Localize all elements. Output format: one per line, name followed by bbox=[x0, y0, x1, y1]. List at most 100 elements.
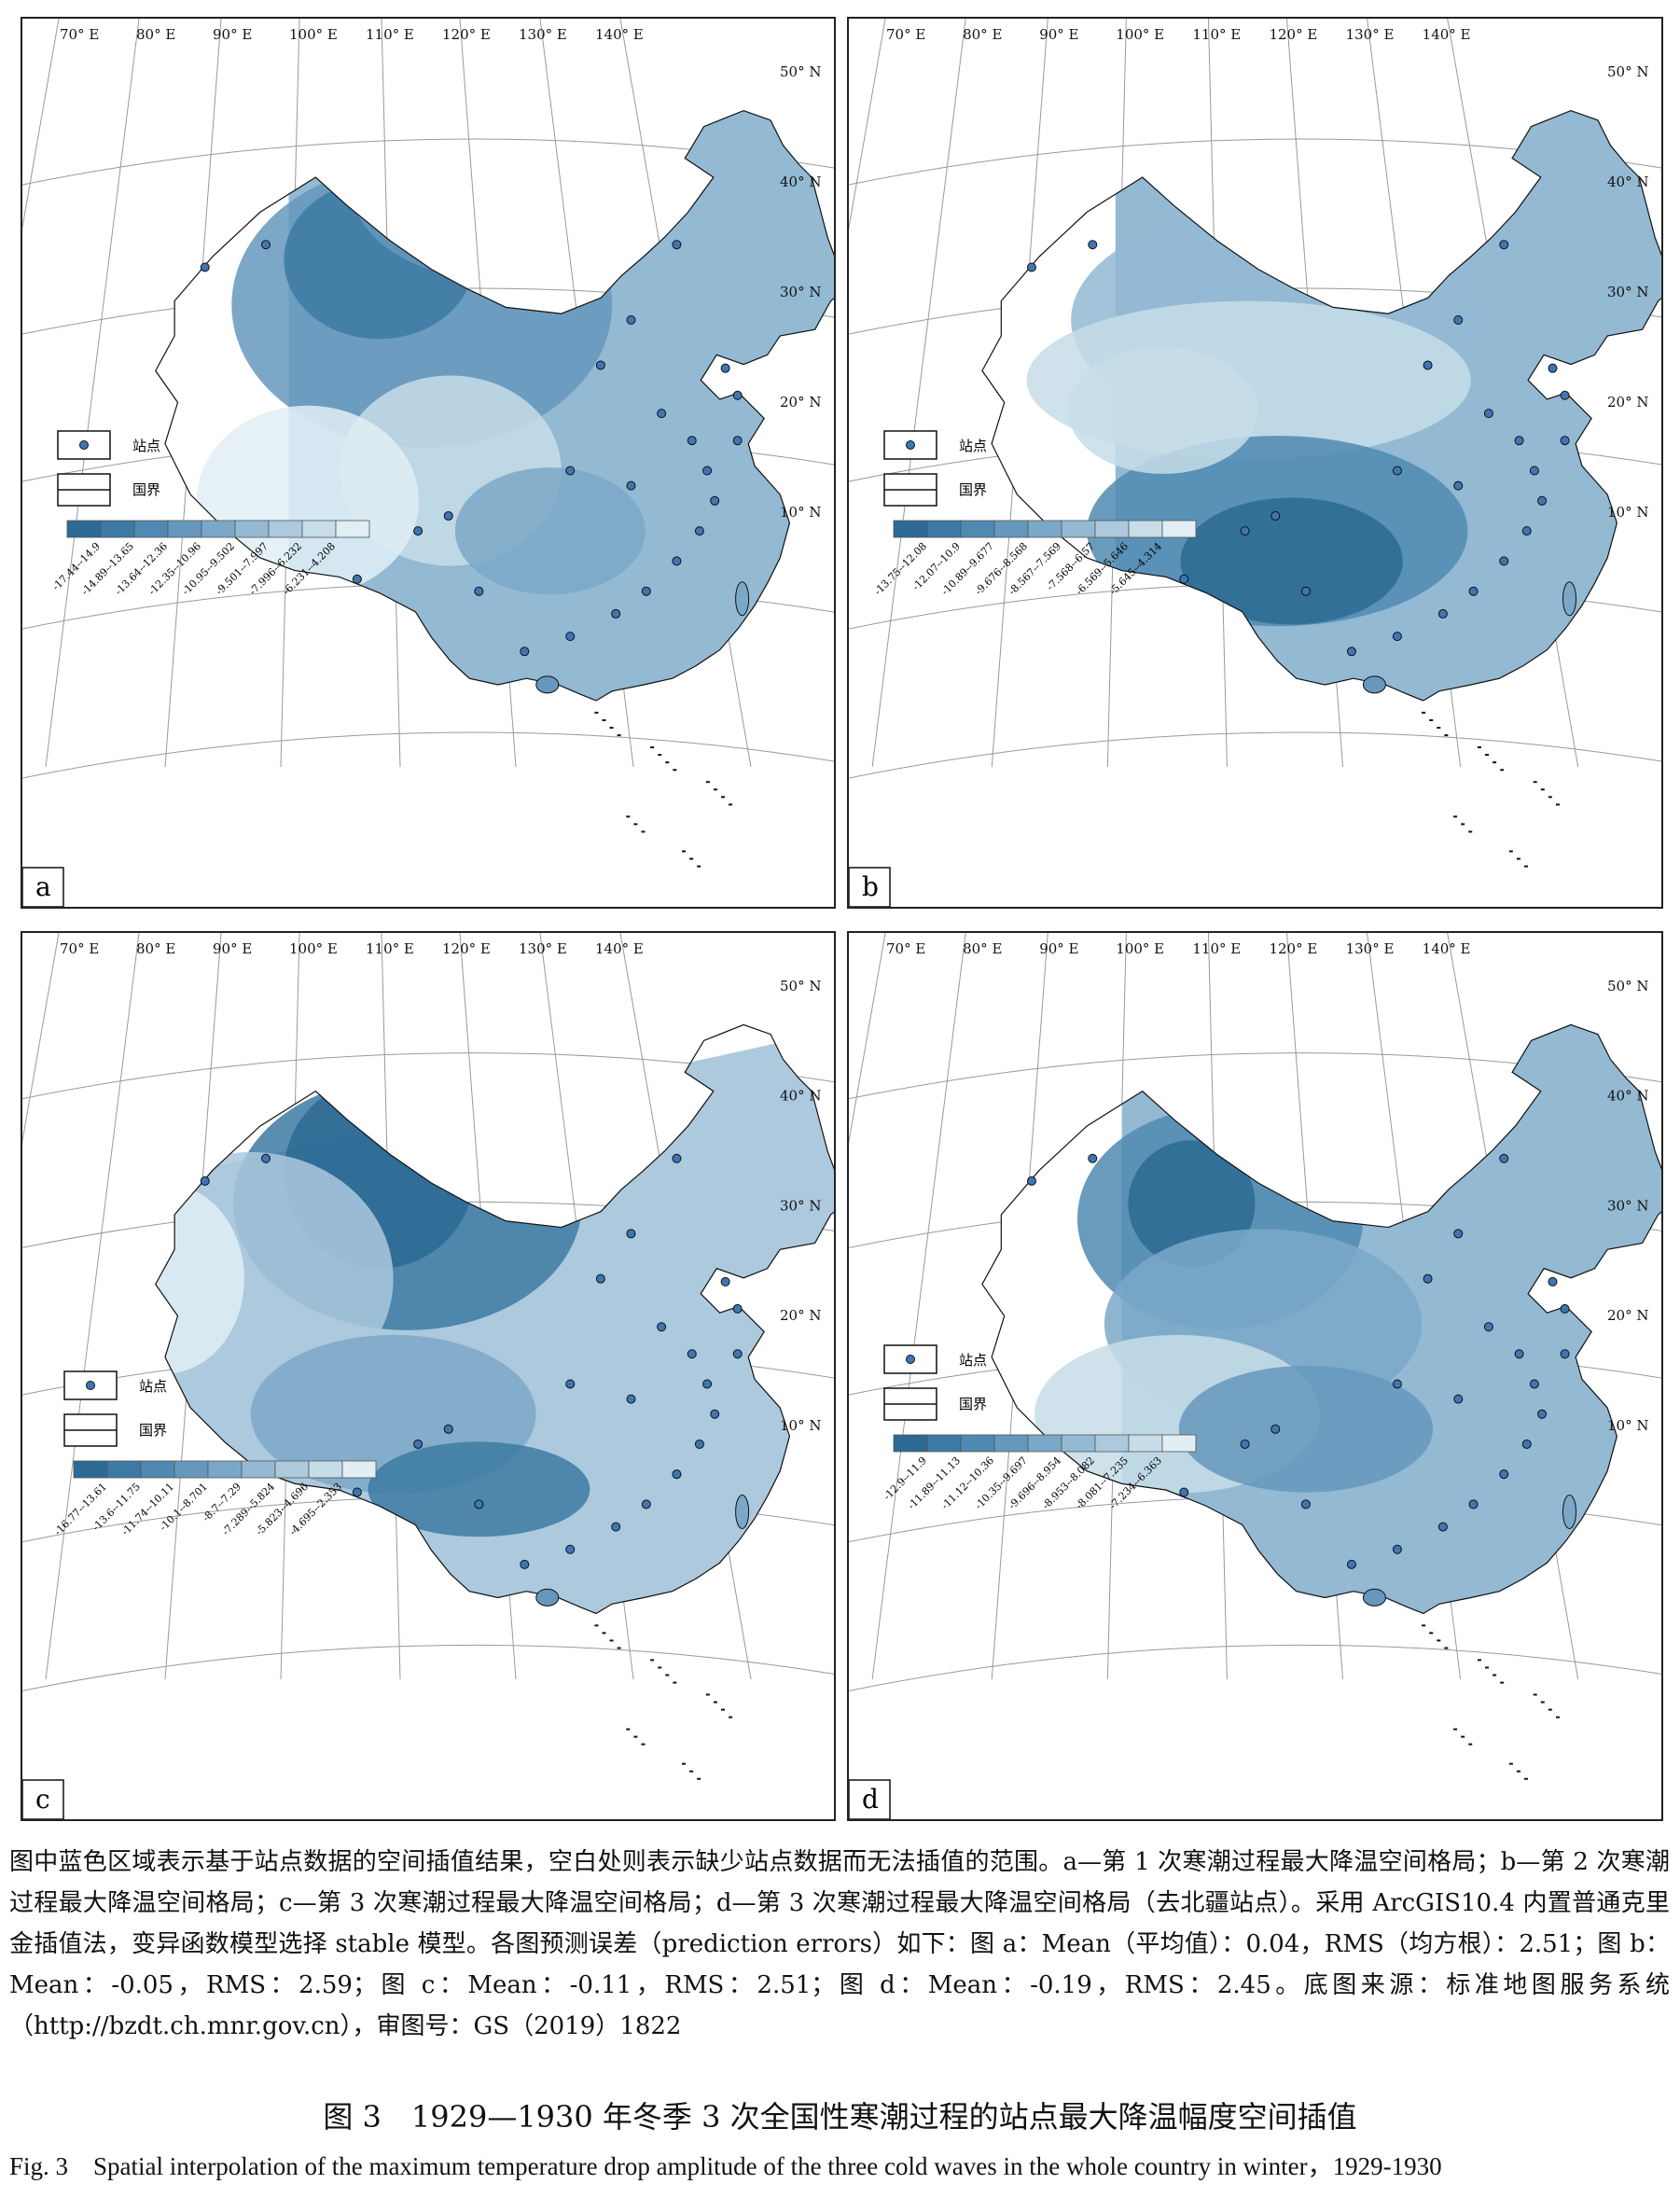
meridian-line bbox=[22, 19, 60, 230]
station-point bbox=[611, 1522, 621, 1532]
station-point bbox=[1468, 1499, 1479, 1509]
station-point bbox=[1453, 1394, 1464, 1404]
lon-label: 120° E bbox=[442, 26, 491, 43]
station-point bbox=[1437, 608, 1448, 619]
legend-border-label: 国界 bbox=[959, 481, 987, 498]
island-mark bbox=[641, 1743, 646, 1746]
island-mark bbox=[609, 1639, 614, 1642]
lon-label: 70° E bbox=[886, 940, 925, 957]
station-point bbox=[1521, 1439, 1532, 1449]
station-point bbox=[565, 1544, 576, 1554]
island-mark bbox=[594, 1624, 599, 1627]
taiwan-island bbox=[735, 581, 750, 617]
station-point bbox=[1514, 436, 1524, 446]
station-point bbox=[611, 608, 621, 619]
lat-label: 40° N bbox=[1607, 1088, 1648, 1105]
legend-swatch bbox=[106, 1460, 142, 1479]
station-point bbox=[200, 262, 210, 272]
lon-label: 120° E bbox=[1269, 940, 1317, 957]
island-mark bbox=[665, 1674, 670, 1676]
station-point bbox=[1423, 1273, 1433, 1284]
map-panel-c: 70° E 80° E 90° E 100° E 110° E 120° E 130° E 1… bbox=[21, 931, 836, 1821]
meridian-line bbox=[871, 933, 966, 1680]
station-point bbox=[732, 1349, 743, 1359]
lat-label: 30° N bbox=[780, 1197, 821, 1214]
island-mark bbox=[1500, 1681, 1505, 1684]
station-point bbox=[1514, 1349, 1524, 1359]
station-point bbox=[1529, 466, 1539, 476]
station-point bbox=[710, 495, 720, 506]
lon-label: 100° E bbox=[289, 940, 338, 957]
island-mark bbox=[705, 1693, 710, 1696]
island-mark bbox=[1555, 803, 1560, 806]
legend-station-label: 站点 bbox=[959, 1352, 987, 1369]
legend-swatch bbox=[234, 520, 270, 538]
legend-swatch bbox=[268, 520, 303, 538]
island-mark bbox=[729, 803, 733, 806]
station-point bbox=[626, 1229, 636, 1239]
station-point bbox=[1453, 480, 1464, 491]
island-mark bbox=[1429, 718, 1434, 721]
island-mark bbox=[1540, 788, 1545, 791]
coord-labels: 70° E 80° E 90° E 100° E 110° E 120° E 130° E 1… bbox=[60, 940, 821, 1434]
station-point bbox=[1529, 1379, 1539, 1389]
contour-region bbox=[1221, 110, 1476, 281]
island-mark bbox=[697, 865, 701, 868]
lon-label: 120° E bbox=[1269, 26, 1317, 43]
island-mark bbox=[617, 734, 621, 737]
station-point bbox=[200, 1176, 210, 1186]
lon-label: 130° E bbox=[519, 26, 567, 43]
island-mark bbox=[1444, 734, 1449, 737]
lat-label: 40° N bbox=[780, 1088, 821, 1105]
island-mark bbox=[1437, 727, 1441, 730]
stations bbox=[1026, 240, 1570, 657]
station-point bbox=[641, 1499, 651, 1509]
island-mark bbox=[1453, 815, 1458, 818]
lon-label: 70° E bbox=[60, 26, 99, 43]
station-point bbox=[352, 574, 362, 584]
panel-letter: a bbox=[35, 871, 51, 902]
legend-swatch bbox=[241, 1460, 276, 1479]
legend-swatch bbox=[1094, 1434, 1130, 1453]
legend-station-dot bbox=[79, 440, 89, 450]
legend-swatch bbox=[73, 1460, 108, 1479]
legend-border-label: 国界 bbox=[139, 1422, 167, 1439]
lon-label: 90° E bbox=[1039, 940, 1078, 957]
island-mark bbox=[665, 761, 670, 764]
station-point bbox=[720, 363, 730, 373]
legend-swatch bbox=[301, 520, 337, 538]
legend-border-label: 国界 bbox=[132, 481, 160, 498]
station-point bbox=[1483, 409, 1493, 419]
legend-station-label: 站点 bbox=[959, 438, 987, 454]
island-mark bbox=[641, 830, 646, 833]
lon-label: 100° E bbox=[1116, 26, 1164, 43]
station-point bbox=[413, 526, 423, 536]
island-mark bbox=[721, 796, 726, 799]
station-point bbox=[352, 1487, 362, 1497]
south-sea-islands bbox=[1422, 711, 1560, 868]
station-point bbox=[565, 632, 576, 642]
station-point bbox=[1537, 1409, 1548, 1419]
island-mark bbox=[1548, 1708, 1552, 1711]
island-mark bbox=[713, 788, 717, 791]
island-mark bbox=[682, 850, 687, 853]
map-panel-b: 70° E 80° E 90° E 100° E 110° E 120° E 130° E 1… bbox=[847, 17, 1663, 909]
interpolation-field bbox=[155, 110, 834, 701]
lon-label: 130° E bbox=[1346, 940, 1395, 957]
lat-label: 10° N bbox=[780, 1417, 821, 1434]
station-point bbox=[443, 1424, 453, 1434]
station-point bbox=[1499, 1469, 1509, 1480]
island-mark bbox=[1484, 754, 1489, 757]
map-panel-a: 70° E 80° E 90° E 100° E 110° E 120° E 130° E 1… bbox=[21, 17, 836, 909]
legend-swatch bbox=[893, 1434, 928, 1453]
lon-label: 90° E bbox=[213, 940, 252, 957]
contour-region bbox=[454, 467, 646, 595]
station-point bbox=[474, 586, 484, 596]
hainan-island bbox=[1362, 675, 1386, 694]
lat-label: 30° N bbox=[780, 284, 821, 300]
station-point bbox=[520, 1559, 530, 1569]
taiwan-island bbox=[1562, 581, 1577, 617]
contour-region bbox=[368, 1441, 590, 1537]
station-point bbox=[720, 1276, 730, 1287]
lat-label: 50° N bbox=[780, 63, 821, 80]
